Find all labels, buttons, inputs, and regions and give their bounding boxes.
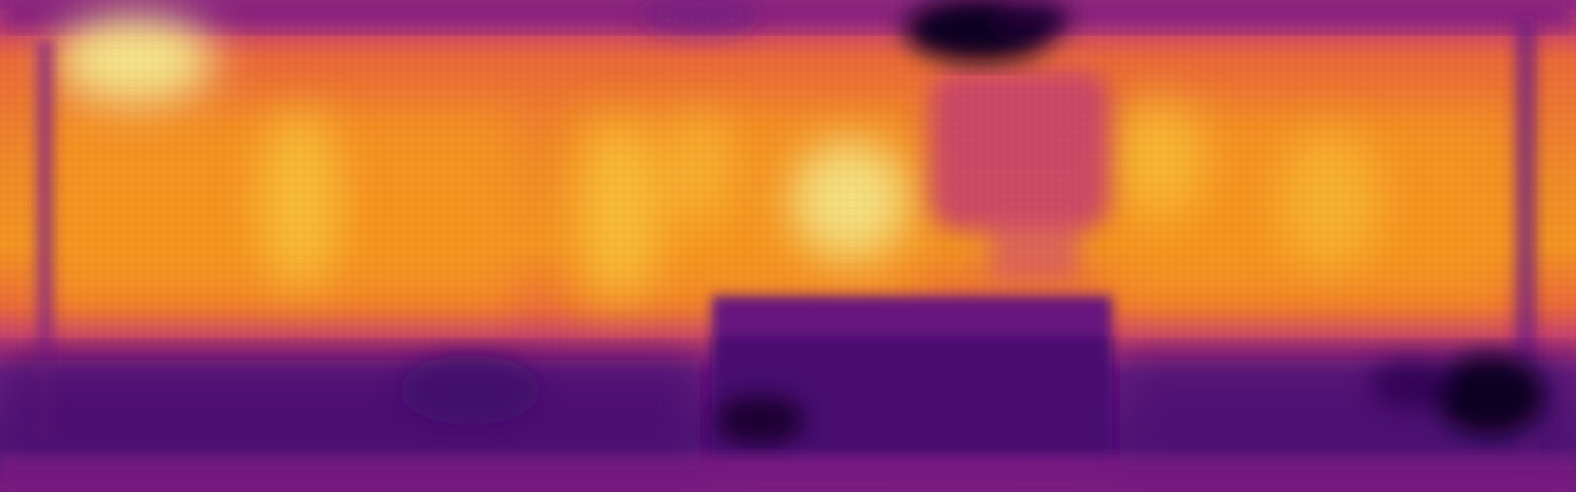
- depth-heatmap-frame: [0, 0, 1576, 492]
- depth-heatmap-image: [0, 0, 1576, 492]
- pixel-texture: [0, 0, 1576, 492]
